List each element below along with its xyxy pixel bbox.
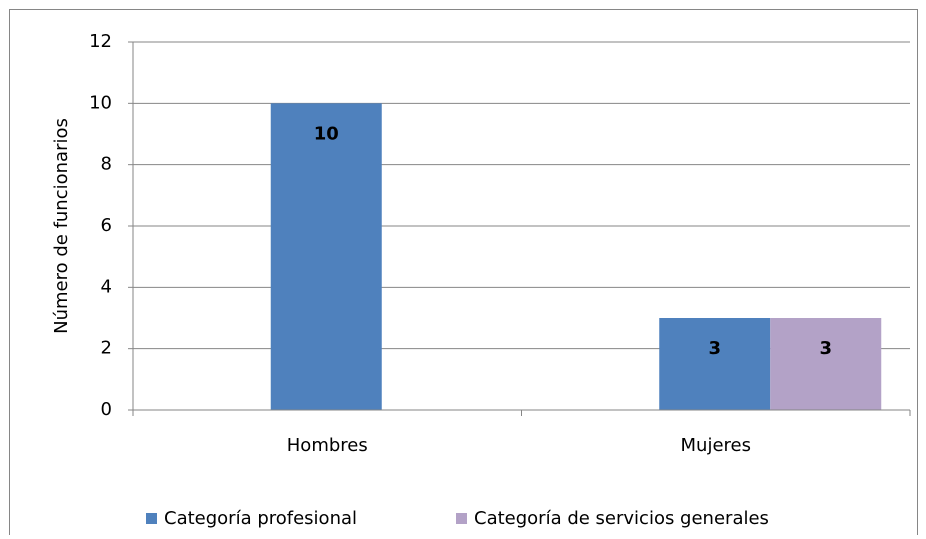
bar bbox=[270, 103, 382, 410]
legend-label: Categoría profesional bbox=[164, 508, 357, 529]
value-label: 10 bbox=[314, 123, 339, 144]
y-axis-label: Número de funcionarios bbox=[51, 118, 72, 334]
bar bbox=[659, 318, 771, 410]
x-tick-label: Hombres bbox=[287, 435, 368, 456]
y-tick-label: 4 bbox=[101, 276, 112, 297]
y-tick-label: 0 bbox=[101, 399, 112, 420]
value-label: 3 bbox=[819, 338, 832, 359]
bar bbox=[770, 318, 882, 410]
legend-swatch bbox=[456, 513, 467, 524]
legend-label: Categoría de servicios generales bbox=[474, 508, 769, 529]
y-tick-label: 10 bbox=[89, 92, 112, 113]
y-tick-label: 12 bbox=[89, 31, 112, 52]
y-tick-label: 6 bbox=[101, 215, 112, 236]
y-tick-label: 2 bbox=[101, 338, 112, 359]
legend-swatch bbox=[146, 513, 157, 524]
x-tick-label: Mujeres bbox=[681, 435, 751, 456]
chart-frame bbox=[9, 9, 918, 539]
y-tick-label: 8 bbox=[101, 154, 112, 175]
value-label: 3 bbox=[708, 338, 721, 359]
